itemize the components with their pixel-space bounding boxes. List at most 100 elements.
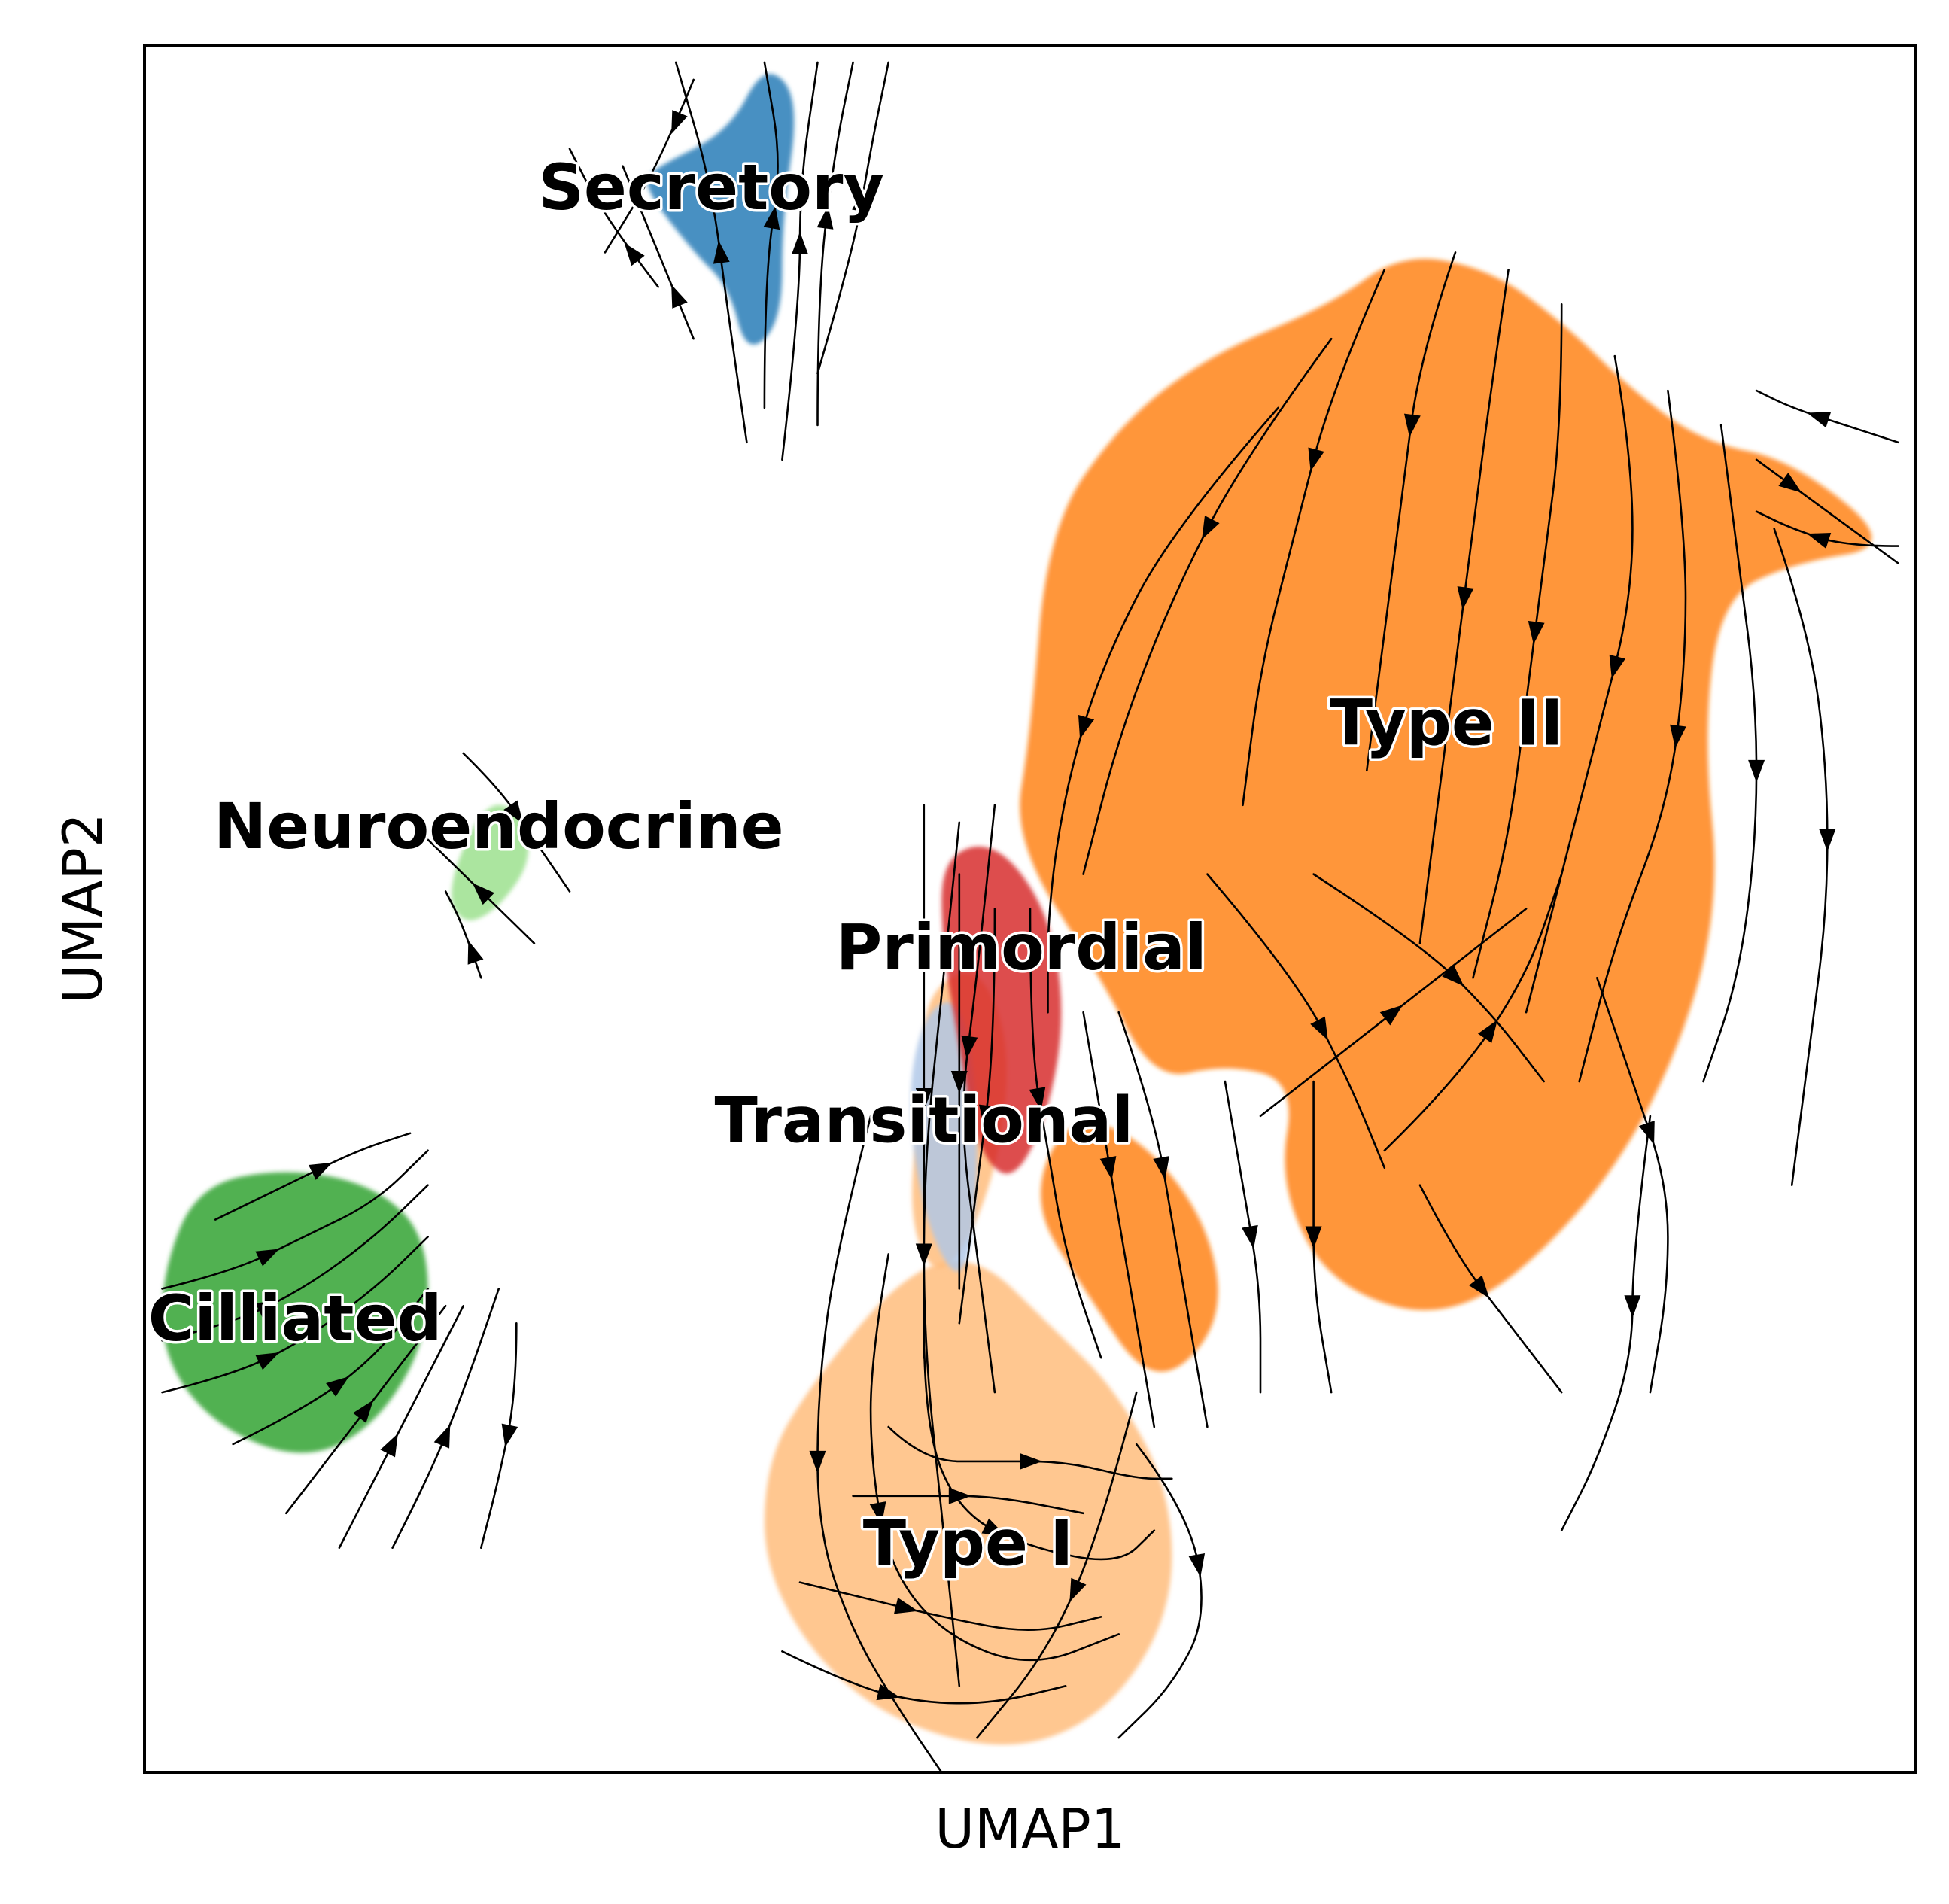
- streamline-arrowhead: [380, 1433, 398, 1458]
- streamline-arrowhead: [1379, 1005, 1403, 1026]
- streamline-arrowhead: [792, 231, 808, 254]
- streamline-arrowhead: [1778, 473, 1802, 493]
- cluster-label-transitional: Transitional: [714, 1083, 1133, 1157]
- streamline-arrowhead: [671, 284, 688, 309]
- cluster-region-cilliated: [162, 1172, 428, 1453]
- streamline-arrowhead: [978, 1104, 996, 1128]
- streamline: [1082, 337, 1333, 875]
- streamline-arrowhead: [624, 242, 645, 266]
- streamline-arrowhead: [1188, 1553, 1206, 1577]
- streamline: [161, 1149, 429, 1290]
- cluster-label-cilliated: Cilliated: [148, 1282, 442, 1355]
- streamline: [1047, 406, 1279, 1014]
- streamline-arrowhead: [713, 240, 730, 264]
- streamline-arrowhead: [1310, 1016, 1328, 1041]
- streamline-arrowhead: [981, 1518, 1006, 1536]
- streamline-arrowhead: [1403, 413, 1421, 437]
- streamline: [816, 1115, 943, 1772]
- streamline-arrowhead: [1078, 714, 1095, 739]
- y-axis-label: UMAP2: [51, 813, 114, 1003]
- streamline: [1596, 977, 1669, 1394]
- streamline: [1082, 1011, 1156, 1428]
- streamline-arrowhead: [1624, 1295, 1641, 1319]
- streamline-arrowhead: [1069, 1577, 1087, 1602]
- streamline: [604, 78, 695, 254]
- streamline-arrowhead: [1609, 654, 1625, 679]
- streamline: [781, 1650, 1067, 1705]
- streamline-arrowhead: [1308, 447, 1324, 472]
- streamline-arrowhead: [1638, 1120, 1655, 1145]
- plot-area: [161, 61, 1899, 1772]
- streamline-arrowhead: [1442, 964, 1464, 987]
- streamline: [798, 1581, 1102, 1631]
- streamline-arrowhead: [467, 940, 484, 965]
- streamline-arrowhead: [1305, 1226, 1322, 1249]
- cluster-label-secretory: Secretory: [538, 151, 884, 224]
- cluster-region-type-ii: [1020, 259, 1872, 1311]
- streamline-arrowhead: [961, 1035, 978, 1059]
- streamline: [622, 165, 695, 340]
- streamline-arrowhead: [893, 1597, 918, 1614]
- streamline-arrowhead: [763, 205, 780, 230]
- streamline: [1117, 1443, 1203, 1739]
- streamline-arrowhead: [326, 1376, 349, 1397]
- cluster-label-type-i: Type I: [863, 1507, 1074, 1580]
- streamline-arrowhead: [671, 110, 688, 135]
- streamline-arrowhead: [1748, 759, 1765, 783]
- streamline-arrowhead: [1469, 1275, 1490, 1299]
- streamline-arrowhead: [869, 1501, 886, 1525]
- streamline-arrowhead: [501, 1423, 518, 1448]
- streamline-arrowhead: [809, 1450, 826, 1474]
- streamline-arrowhead: [503, 800, 524, 824]
- cluster-labels: Secretory Neuroendocrine Primordial Transit…: [145, 148, 1566, 1583]
- streamline-arrowhead: [948, 1487, 971, 1504]
- streamline: [1029, 908, 1102, 1359]
- streamline-arrowhead: [472, 883, 495, 905]
- streamline-arrowhead: [1242, 1224, 1258, 1249]
- streamline: [962, 804, 996, 1394]
- cluster-region-type-ii: [1041, 1123, 1218, 1372]
- streamline: [568, 148, 659, 288]
- streamline-arrowhead: [433, 1424, 451, 1449]
- streamline: [444, 890, 482, 979]
- streamline-arrowhead: [816, 205, 834, 230]
- streamline: [1560, 1115, 1652, 1531]
- streamline-arrowhead: [1153, 1156, 1169, 1180]
- streamline-arrowhead: [255, 1352, 280, 1370]
- streamline-arrowhead: [1478, 1019, 1498, 1043]
- streamline-arrowhead: [255, 1249, 280, 1267]
- streamline-arrowhead: [353, 1400, 374, 1423]
- velocity-streamlines: [161, 61, 1899, 1772]
- cluster-label-neuroendocrine: Neuroendocrine: [214, 789, 784, 863]
- cluster-label-type-ii: Type II: [1330, 686, 1564, 759]
- streamline-arrowhead: [1029, 1087, 1046, 1111]
- streamline: [1366, 251, 1457, 772]
- streamline: [1755, 458, 1899, 564]
- streamline-arrowhead: [1020, 1452, 1042, 1470]
- streamline-arrowhead: [1457, 586, 1474, 610]
- streamline-arrowhead: [1807, 412, 1832, 428]
- streamline: [161, 1184, 429, 1342]
- cluster-region-neuroendocrine: [452, 804, 529, 920]
- streamline-arrowhead: [852, 188, 868, 213]
- streamline: [161, 1236, 429, 1394]
- streamline-arrowhead: [1528, 621, 1545, 645]
- x-axis-label: UMAP1: [935, 1797, 1125, 1860]
- streamline-arrowhead: [1819, 829, 1836, 852]
- streamline: [1242, 269, 1386, 807]
- cluster-label-primordial: Primordial: [836, 911, 1207, 984]
- streamline-arrowhead: [950, 1071, 968, 1093]
- streamline-arrowhead: [915, 1088, 932, 1111]
- streamline-arrowhead: [1670, 724, 1686, 748]
- streamline-arrowhead: [308, 1162, 333, 1180]
- streamline-arrowhead: [915, 1243, 932, 1267]
- plot-frame: [143, 44, 1917, 1774]
- cluster-region-transitional: [911, 1002, 978, 1272]
- streamline-arrowhead: [1202, 516, 1220, 540]
- streamline-arrowhead: [1099, 1156, 1117, 1180]
- cluster-region-secretory: [646, 74, 795, 345]
- streamline-arrowhead: [255, 1300, 280, 1319]
- streamline: [1117, 1011, 1209, 1428]
- streamline-arrowhead: [1807, 532, 1832, 549]
